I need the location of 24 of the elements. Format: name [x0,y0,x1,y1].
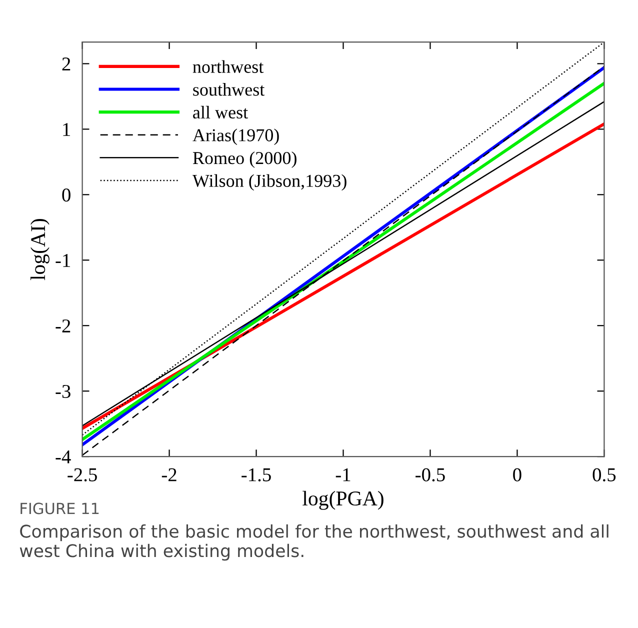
x-axis-title: log(PGA) [302,490,384,510]
x-tick-label: -1 [336,468,350,482]
legend-label: southwest [193,83,265,96]
y-tick-label: -1 [56,254,70,267]
y-tick-label: 1 [63,123,70,136]
y-tick-label: -4 [56,450,71,464]
legend-label: Wilson (Jibson,1993) [192,174,346,191]
x-tick-label: 0 [513,468,522,482]
legend-label: northwest [192,60,264,73]
caption: FIGURE 11 [20,502,99,514]
legend-label: Arias(1970) [192,128,279,146]
x-tick-label: -1.5 [242,468,271,482]
y-tick-label: -3 [56,384,70,398]
y-tick-label: -2 [56,319,70,332]
legend-label: all west [193,106,248,119]
legend-label: Romeo (2000) [192,151,296,168]
text: Comparison of the basic model for the northwest, southwest and all west China with existing models. [20,524,608,561]
x-tick-label: -2.5 [68,468,97,482]
x-tick-label: -0.5 [416,468,445,482]
y-axis-title: log(AI) [30,218,50,280]
x-tick-label: 0.5 [592,468,616,482]
y-tick-label: 0 [62,188,70,202]
x-tick-label: -2 [162,468,176,482]
y-tick-label: 2 [62,58,70,70]
